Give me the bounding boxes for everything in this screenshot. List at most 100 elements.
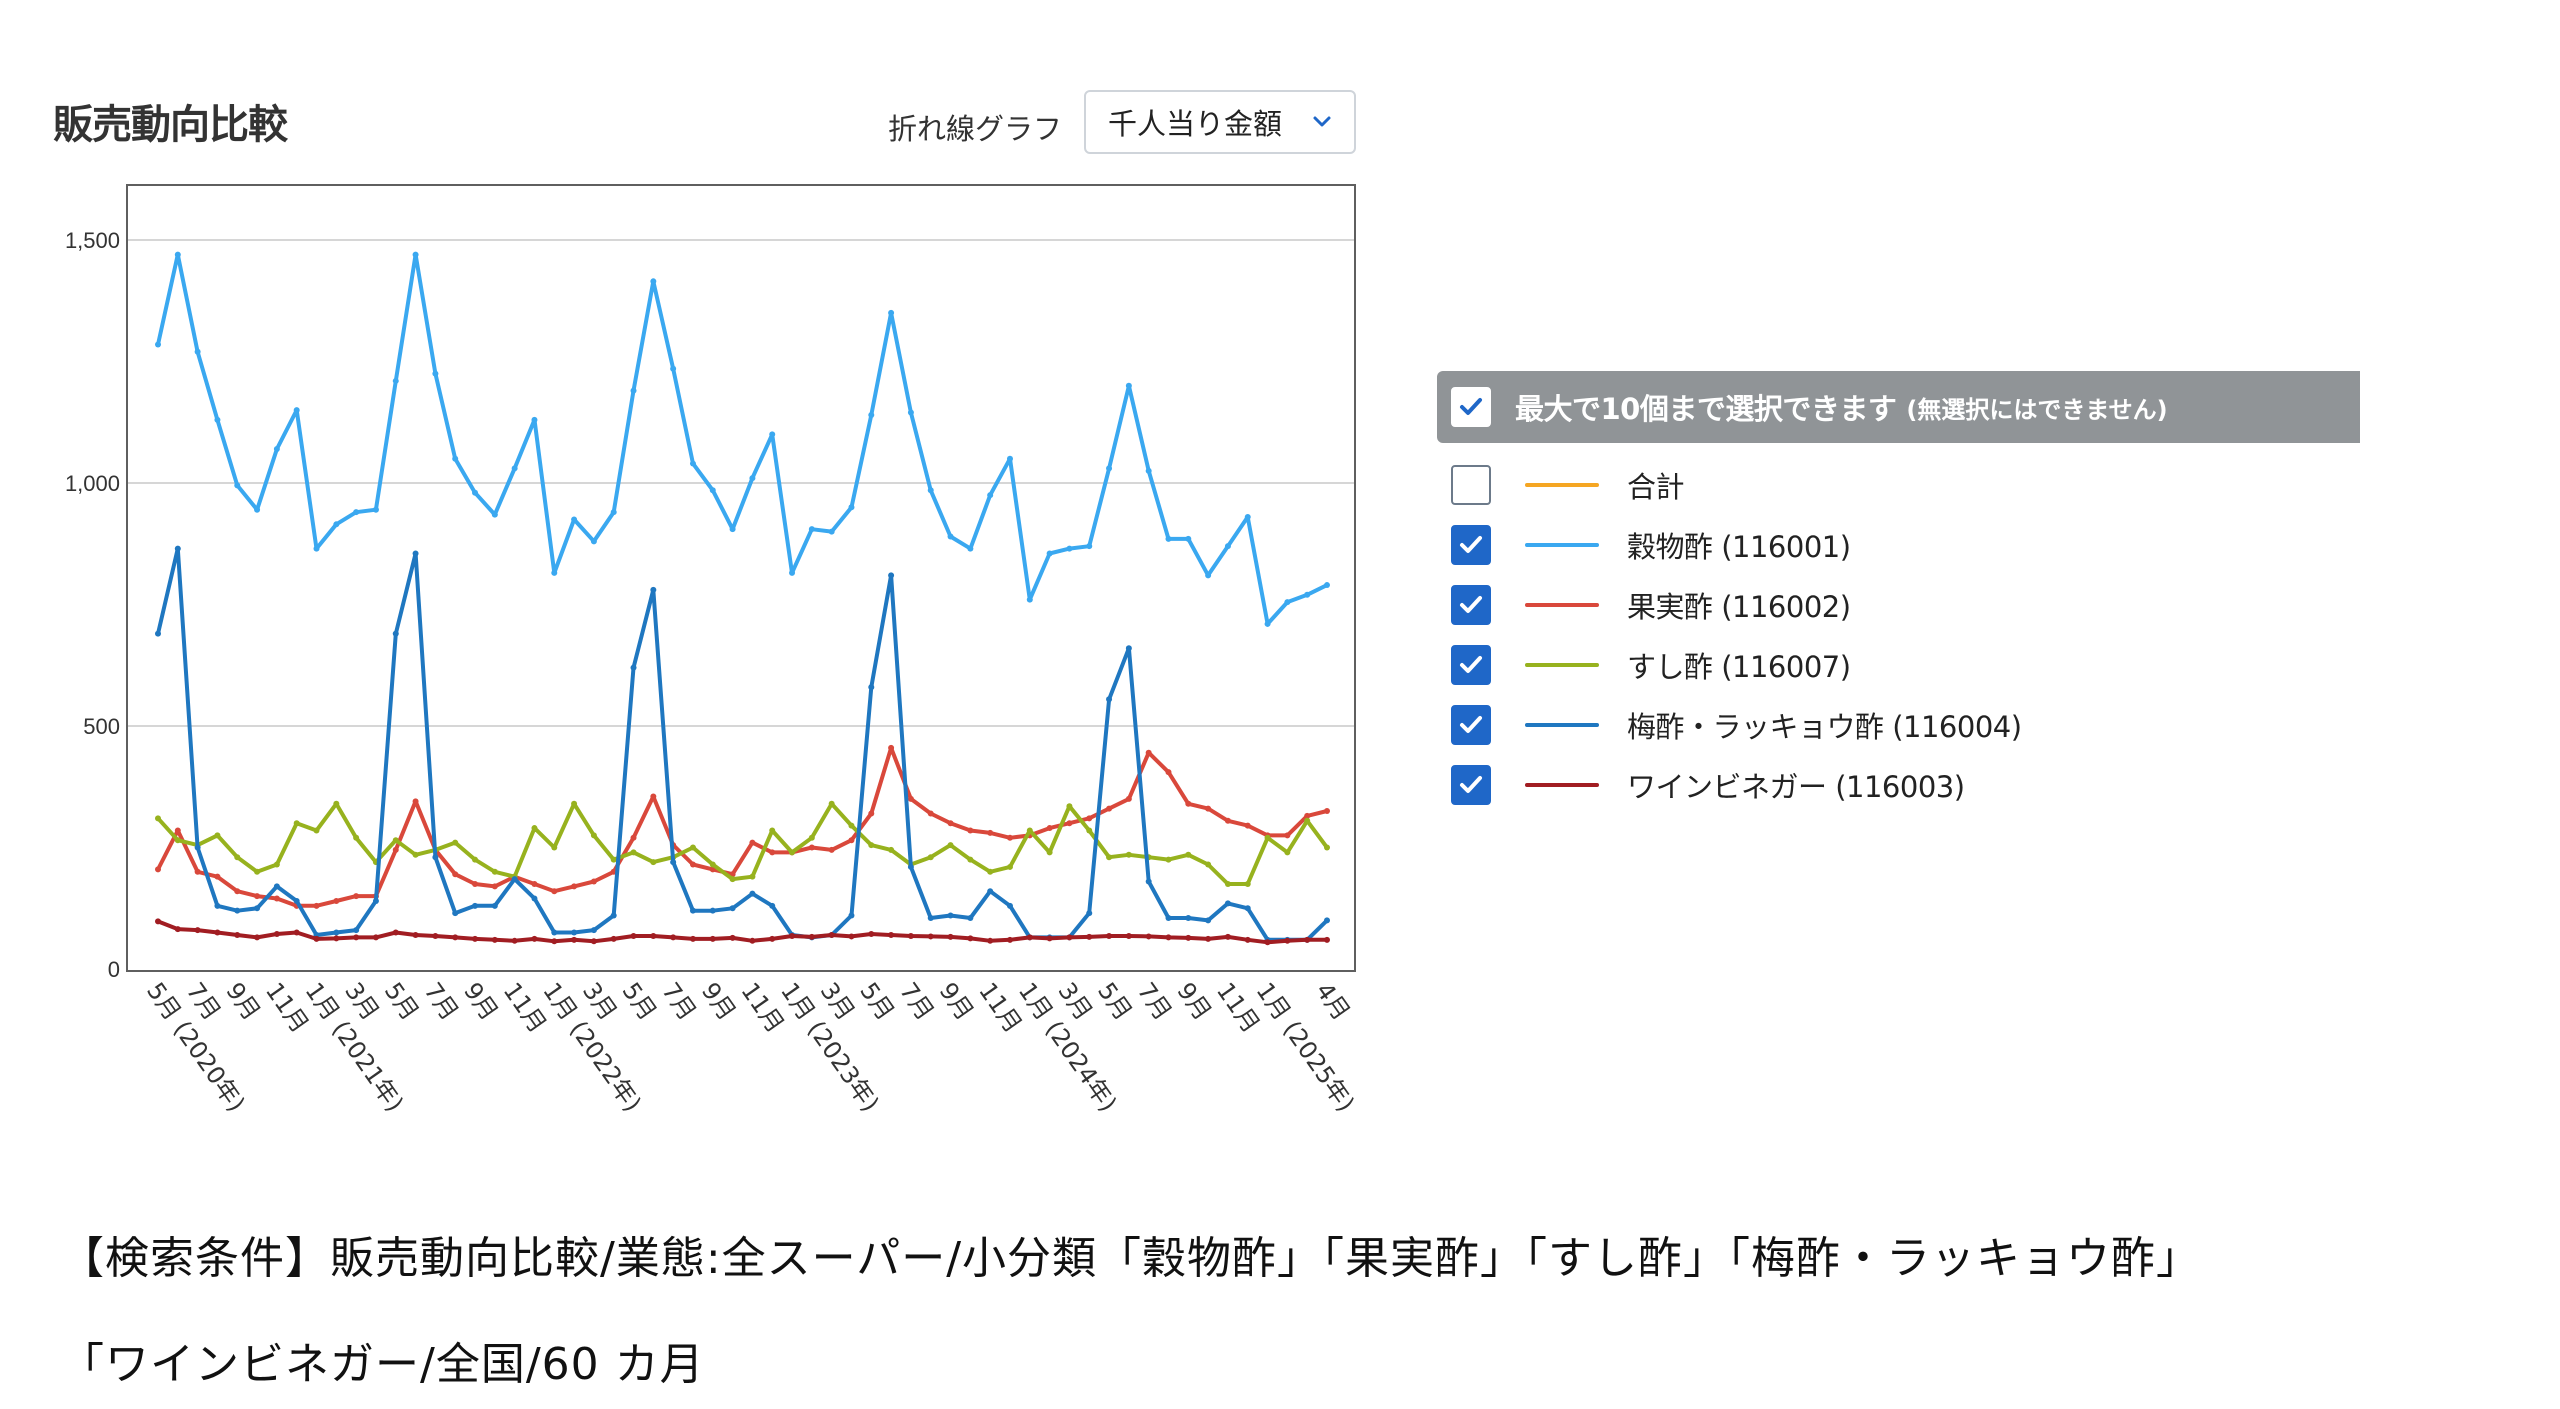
data-point [1046, 825, 1053, 832]
data-point [848, 504, 855, 511]
data-point [1165, 934, 1172, 941]
data-point [1244, 905, 1251, 912]
data-point [789, 849, 796, 856]
legend-checkbox[interactable] [1451, 765, 1491, 805]
data-point [1324, 917, 1330, 924]
x-tick-label: 7月 [418, 977, 463, 1025]
data-point [1224, 880, 1231, 887]
data-point [254, 934, 261, 941]
data-point [1125, 382, 1132, 389]
legend-item[interactable]: すし酢 (116007) [1451, 643, 1851, 687]
y-tick-label: 0 [108, 957, 120, 982]
select-all-checkbox[interactable] [1451, 387, 1491, 427]
data-point [551, 569, 558, 576]
data-point [1244, 936, 1251, 943]
data-point [1086, 827, 1093, 834]
series-line [156, 546, 1329, 942]
data-point [1006, 834, 1013, 841]
data-point [234, 931, 241, 938]
data-point [511, 465, 518, 472]
legend-swatch [1525, 783, 1599, 787]
data-point [392, 630, 399, 637]
x-tick-label: 7月 [894, 977, 939, 1025]
search-conditions-line2: 「ワインビネガー/全国/60 カ月 [60, 1339, 705, 1390]
data-point [293, 929, 300, 936]
data-point [927, 914, 934, 921]
data-point [174, 251, 181, 258]
data-point [967, 935, 974, 942]
legend-item[interactable]: 梅酢・ラッキョウ酢 (116004) [1451, 703, 2022, 747]
x-tick-label: 5月 [1092, 977, 1137, 1025]
data-point [412, 798, 419, 805]
data-point [907, 409, 914, 416]
data-point [353, 934, 360, 941]
data-point [610, 912, 617, 919]
data-point [254, 893, 261, 900]
data-point [927, 487, 934, 494]
data-point [1284, 832, 1291, 839]
legend-checkbox[interactable] [1451, 585, 1491, 625]
legend-checkbox[interactable] [1451, 465, 1491, 505]
legend-item[interactable]: 合計 [1451, 463, 1685, 507]
legend-checkbox[interactable] [1451, 645, 1491, 685]
data-point [769, 431, 776, 438]
data-point [630, 849, 637, 856]
x-tick-label: 9月 [696, 977, 741, 1025]
data-point [947, 933, 954, 940]
data-point [927, 854, 934, 861]
data-point [868, 931, 875, 938]
data-point [749, 937, 756, 944]
data-point [1185, 914, 1192, 921]
data-point [333, 929, 340, 936]
data-point [293, 897, 300, 904]
data-point [1086, 543, 1093, 550]
data-point [1304, 817, 1311, 824]
plot-area [126, 184, 1356, 972]
data-point [313, 902, 320, 909]
data-point [353, 893, 360, 900]
legend-label: 合計 [1627, 470, 1685, 504]
data-point [888, 572, 895, 579]
data-point [808, 844, 815, 851]
data-point [372, 506, 379, 513]
data-point [452, 871, 459, 878]
legend-item[interactable]: 穀物酢 (116001) [1451, 523, 1851, 567]
legend-label: 梅酢・ラッキョウ酢 (116004) [1627, 710, 2022, 744]
data-point [551, 844, 558, 851]
legend-checkbox[interactable] [1451, 705, 1491, 745]
data-point [1324, 808, 1330, 815]
data-point [789, 932, 796, 939]
data-point [1086, 910, 1093, 917]
data-point [1205, 917, 1212, 924]
data-point [1066, 934, 1073, 941]
data-point [194, 927, 201, 934]
x-tick-label: 11月 [498, 977, 552, 1038]
data-point [1066, 545, 1073, 552]
data-point [273, 883, 280, 890]
legend-checkbox[interactable] [1451, 525, 1491, 565]
data-point [1026, 596, 1033, 603]
data-point [828, 528, 835, 535]
data-point [551, 888, 558, 895]
data-point [1244, 822, 1251, 829]
data-point [967, 914, 974, 921]
data-point [1026, 827, 1033, 834]
data-point [1284, 849, 1291, 856]
data-point [432, 932, 439, 939]
data-point [1125, 932, 1132, 939]
data-point [1224, 817, 1231, 824]
data-point [1006, 455, 1013, 462]
data-point [1205, 861, 1212, 868]
data-point [1106, 854, 1113, 861]
check-icon [1460, 536, 1482, 553]
legend-item[interactable]: ワインビネガー (116003) [1451, 763, 1965, 807]
legend-header: 最大で10個まで選択できます (無選択にはできません) [1437, 371, 2360, 443]
metric-select[interactable]: 千人当り金額 [1084, 90, 1356, 154]
data-point [1006, 936, 1013, 943]
data-point [1185, 934, 1192, 941]
y-tick-label: 1,000 [65, 471, 120, 496]
data-point [590, 538, 597, 545]
data-point [333, 897, 340, 904]
data-point [630, 664, 637, 671]
legend-item[interactable]: 果実酢 (116002) [1451, 583, 1851, 627]
